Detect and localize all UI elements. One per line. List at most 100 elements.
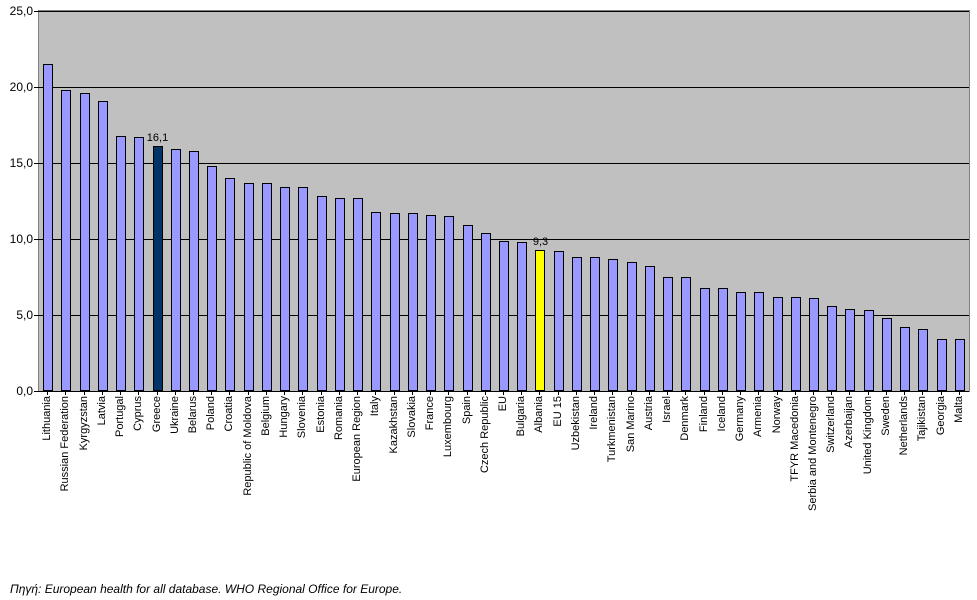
- x-label: Netherlands: [898, 396, 910, 455]
- x-label: European Region: [351, 396, 363, 482]
- bars-layer: 16,19,3: [39, 11, 969, 391]
- x-label: United Kingdom: [862, 396, 874, 474]
- y-tick-label: 25,0: [10, 4, 39, 18]
- bar: [390, 213, 400, 391]
- bar: [864, 310, 874, 391]
- x-tick: [138, 390, 139, 395]
- x-label: Austria: [643, 396, 655, 430]
- x-tick: [266, 390, 267, 395]
- bar: [317, 196, 327, 391]
- x-label: Ireland: [588, 396, 600, 430]
- bar: [773, 297, 783, 391]
- x-tick: [248, 390, 249, 395]
- gridline: [39, 391, 969, 392]
- bar: [134, 137, 144, 391]
- bar: [171, 149, 181, 391]
- x-label: Lithuania: [41, 396, 53, 441]
- x-label: Bulgaria: [515, 396, 527, 436]
- bar: [608, 259, 618, 391]
- bar: [736, 292, 746, 391]
- x-tick: [521, 390, 522, 395]
- x-label: Czech Republic: [479, 396, 491, 473]
- bar: [955, 339, 965, 391]
- x-label: Hungary: [278, 396, 290, 438]
- bar: [499, 241, 509, 391]
- x-tick: [175, 390, 176, 395]
- bar: [371, 212, 381, 391]
- x-label: Malta: [953, 396, 965, 423]
- x-tick: [157, 390, 158, 395]
- x-tick: [612, 390, 613, 395]
- x-label: Norway: [771, 396, 783, 433]
- x-tick: [284, 390, 285, 395]
- bar: [918, 329, 928, 391]
- x-tick: [430, 390, 431, 395]
- x-tick: [65, 390, 66, 395]
- bar: [353, 198, 363, 391]
- bar: [681, 277, 691, 391]
- bar: [80, 93, 90, 391]
- x-tick: [831, 390, 832, 395]
- x-tick: [211, 390, 212, 395]
- y-tick-label: 5,0: [16, 308, 39, 322]
- x-tick: [576, 390, 577, 395]
- bar-value-label: 16,1: [147, 132, 168, 144]
- x-label: Uzbekistan: [570, 396, 582, 450]
- x-label: Greece: [151, 396, 163, 432]
- x-tick: [904, 390, 905, 395]
- x-tick: [777, 390, 778, 395]
- x-label: Kyrgyzstan: [78, 396, 90, 450]
- bar: [463, 225, 473, 391]
- x-tick: [193, 390, 194, 395]
- bar: [645, 266, 655, 391]
- x-tick: [704, 390, 705, 395]
- x-tick: [302, 390, 303, 395]
- bar: [791, 297, 801, 391]
- y-tick-label: 10,0: [10, 232, 39, 246]
- bar: [827, 306, 837, 391]
- x-label: Russian Federation: [59, 396, 71, 491]
- x-tick: [375, 390, 376, 395]
- x-label: Spain: [461, 396, 473, 424]
- x-label: Finland: [698, 396, 710, 432]
- y-tick-label: 15,0: [10, 156, 39, 170]
- bar: [262, 183, 272, 391]
- x-tick: [539, 390, 540, 395]
- x-tick: [685, 390, 686, 395]
- x-label: Romania: [333, 396, 345, 440]
- bar: [554, 251, 564, 391]
- bar: [298, 187, 308, 391]
- bar: [207, 166, 217, 391]
- x-label: Latvia: [96, 396, 108, 425]
- bar: [408, 213, 418, 391]
- bar: [153, 146, 163, 391]
- x-tick: [959, 390, 960, 395]
- x-label: Germany: [734, 396, 746, 441]
- x-tick: [47, 390, 48, 395]
- bar: [845, 309, 855, 391]
- x-tick: [667, 390, 668, 395]
- bar: [481, 233, 491, 391]
- x-label: EU: [497, 396, 509, 411]
- y-tick-label: 20,0: [10, 80, 39, 94]
- bar: [61, 90, 71, 391]
- x-label: Republic of Moldova: [242, 396, 254, 496]
- x-axis-labels: LithuaniaRussian FederationKyrgyzstanLat…: [38, 396, 968, 397]
- bar: [754, 292, 764, 391]
- x-label: Denmark: [679, 396, 691, 441]
- x-tick: [868, 390, 869, 395]
- bar: [280, 187, 290, 391]
- x-label: Sweden: [880, 396, 892, 436]
- plot-area: 0,05,010,015,020,025,016,19,3: [38, 10, 970, 392]
- bar: [627, 262, 637, 391]
- x-label: Luxembourg: [442, 396, 454, 457]
- bar: [225, 178, 235, 391]
- x-label: TFYR Macedonia: [789, 396, 801, 482]
- x-tick: [649, 390, 650, 395]
- chart-container: 0,05,010,015,020,025,016,19,3 LithuaniaR…: [0, 0, 977, 600]
- bar: [809, 298, 819, 391]
- bar: [535, 250, 545, 391]
- x-tick: [485, 390, 486, 395]
- x-label: Poland: [205, 396, 217, 430]
- x-tick: [394, 390, 395, 395]
